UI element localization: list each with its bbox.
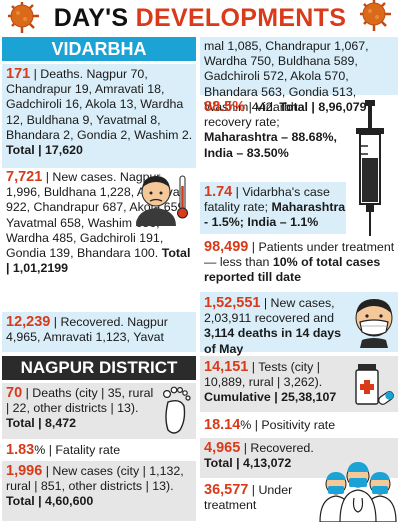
nagpur-recovered: 4,965 | Recovered. Total | 4,13,072 bbox=[204, 440, 316, 471]
vidarbha-recovery-rate-number: 88.5% bbox=[204, 99, 246, 115]
nagpur-tests-total: Cumulative | 25,38,107 bbox=[204, 390, 337, 405]
vidarbha-new-cases-total: Total | 1,01,2199 bbox=[6, 246, 191, 276]
vidarbha-recovery-rate-text: | Vidarbha recovery rate; bbox=[204, 100, 305, 130]
nagpur-under-treatment: 36,577 | Under treatment bbox=[204, 482, 316, 513]
nagpur-recovered-total: Total | 4,13,072 bbox=[204, 456, 292, 471]
vidarbha-new-cases-number: 7,721 bbox=[6, 169, 43, 185]
vidarbha-fatality-rate: 1.74 | Vidarbha's case fatality rate; Ma… bbox=[204, 184, 346, 231]
nagpur-tests: 14,151 | Tests (city | 10,889, rural | 3… bbox=[204, 359, 352, 406]
nagpur-heading: NAGPUR DISTRICT bbox=[2, 356, 196, 380]
nagpur-positivity-text: % | Positivity rate bbox=[240, 418, 336, 432]
nagpur-new-cases: 1,996 | New cases (city | 1,132, rural |… bbox=[6, 463, 194, 510]
nagpur-recovered-number: 4,965 bbox=[204, 440, 241, 456]
vidarbha-new-cases-text: | New cases. Nagpur 1,996, Buldhana 1,22… bbox=[6, 170, 188, 261]
vidarbha-deaths: 171 | Deaths. Nagpur 70, Chandrapur 19, … bbox=[6, 66, 194, 158]
band-nagpur-new bbox=[2, 461, 196, 521]
band-fatality bbox=[200, 182, 346, 234]
vidarbha-recovered-total: Total | 8,96,079 bbox=[279, 99, 367, 114]
vidarbha-recovery-rate-bold: Maharashtra – 88.68%, India – 83.50% bbox=[204, 130, 337, 160]
vidarbha-deaths-total: Total | 17,620 bbox=[6, 143, 83, 158]
vidarbha-under-treatment: 98,499 | Patients under treatment — less… bbox=[204, 239, 396, 286]
nagpur-tests-number: 14,151 bbox=[204, 359, 249, 375]
vidarbha-new-cases: 7,721 | New cases. Nagpur 1,996, Buldhan… bbox=[6, 169, 194, 276]
vidarbha-recovered-number: 12,239 bbox=[6, 315, 51, 330]
vidarbha-fourteen-days-text: | New cases, 2,03,911 recovered and bbox=[204, 296, 335, 326]
nagpur-positivity: 18.14% | Positivity rate bbox=[204, 417, 396, 433]
vidarbha-under-treatment-number: 98,499 bbox=[204, 239, 249, 255]
title-part2: DEVELOPMENTS bbox=[135, 4, 347, 32]
nagpur-deaths-total: Total | 8,472 bbox=[6, 416, 77, 431]
title-part1: DAY'S bbox=[53, 4, 129, 32]
nagpur-fatality-number: 1.83 bbox=[6, 442, 35, 458]
doctors-icon bbox=[319, 462, 397, 522]
vidarbha-fatality-rate-number: 1.74 bbox=[204, 184, 233, 200]
nagpur-fatality-text: % | Fatality rate bbox=[34, 443, 121, 457]
nagpur-under-treatment-number: 36,577 bbox=[204, 482, 249, 498]
band-deaths bbox=[2, 64, 196, 168]
title-bar: DAY'S DEVELOPMENTS bbox=[0, 0, 400, 36]
nagpur-new-cases-text: | New cases (city | 1,132, rural | 851, … bbox=[6, 464, 184, 494]
virus-icon-right bbox=[360, 0, 391, 31]
medicine-icon bbox=[355, 364, 394, 405]
vidarbha-recovered-a: 12,239 | Recovered. Nagpur 4,965, Amrava… bbox=[6, 315, 194, 349]
nagpur-new-cases-number: 1,996 bbox=[6, 463, 43, 479]
nagpur-fatality: 1.83% | Fatality rate bbox=[6, 442, 194, 458]
vidarbha-fourteen-days: 1,52,551 | New cases, 2,03,911 recovered… bbox=[204, 295, 354, 357]
vidarbha-deaths-text: | Deaths. Nagpur 70, Chandrapur 19, Amra… bbox=[6, 67, 193, 142]
virus-icon bbox=[8, 2, 39, 33]
vidarbha-under-treatment-text: | Patients under treatment — less than bbox=[204, 240, 395, 270]
vidarbha-fourteen-days-bold: 3,114 deaths in 14 days of May bbox=[204, 326, 342, 356]
band-recovered-cont bbox=[200, 37, 398, 95]
vidarbha-fatality-rate-bold: Maharashtra - 1.5%; India – 1.1% bbox=[204, 200, 346, 230]
nagpur-tests-text: | Tests (city | 10,889, rural | 3,262). bbox=[204, 360, 323, 390]
masked-face-icon bbox=[355, 299, 393, 348]
vidarbha-deaths-number: 171 bbox=[6, 66, 31, 82]
syringe-icon bbox=[356, 100, 384, 236]
nagpur-deaths-number: 70 bbox=[6, 385, 23, 401]
sick-person-icon bbox=[136, 175, 188, 226]
nagpur-recovered-text: | Recovered. bbox=[240, 441, 314, 455]
nagpur-deaths: 70 | Deaths (city | 35, rural | 22, othe… bbox=[6, 385, 154, 432]
footprint-icon bbox=[162, 386, 191, 434]
nagpur-positivity-number: 18.14 bbox=[204, 417, 241, 433]
vidarbha-heading: VIDARBHA bbox=[2, 37, 196, 61]
vidarbha-under-treatment-bold: 10% of total cases reported till date bbox=[204, 255, 381, 285]
vidarbha-recovered-cont: mal 1,085, Chandrapur 1,067, Wardha 750,… bbox=[204, 39, 369, 114]
vidarbha-recovered-text: | Recovered. Nagpur 4,965, Amravati 1,12… bbox=[6, 315, 168, 345]
nagpur-new-cases-total: Total | 4,60,600 bbox=[6, 494, 94, 509]
vidarbha-recovery-rate: 88.5% | Vidarbha recovery rate; Maharash… bbox=[204, 99, 344, 161]
band-recovered bbox=[2, 312, 196, 352]
vidarbha-fourteen-days-number: 1,52,551 bbox=[204, 295, 261, 311]
nagpur-under-treatment-text: | Under treatment bbox=[204, 483, 293, 513]
page-title: DAY'S DEVELOPMENTS bbox=[0, 0, 400, 36]
vidarbha-fatality-rate-text: | Vidarbha's case fatality rate; bbox=[204, 185, 330, 215]
nagpur-deaths-text: | Deaths (city | 35, rural | 22, other d… bbox=[6, 386, 154, 416]
